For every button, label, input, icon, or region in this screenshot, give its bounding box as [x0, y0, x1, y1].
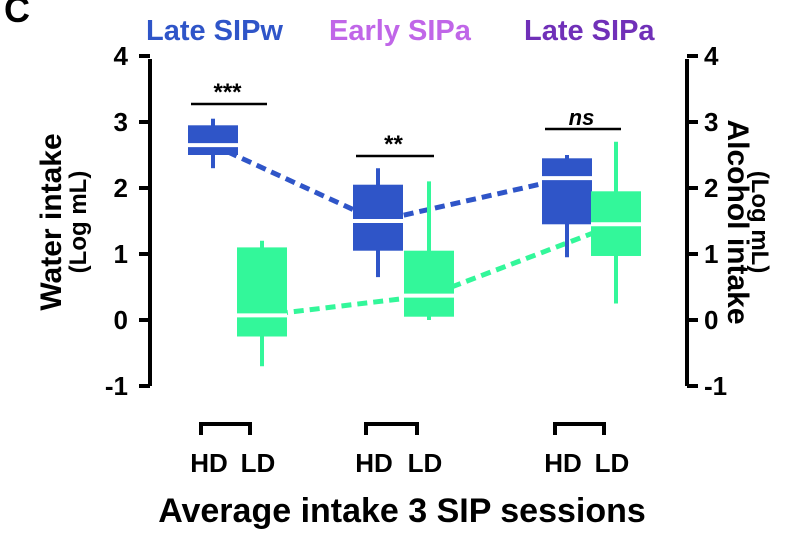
- category-label: HD: [355, 448, 393, 478]
- legend-late-sipa: Late SIPa: [524, 15, 655, 47]
- category-label: LD: [408, 448, 443, 478]
- left-tick-label: 2: [114, 173, 128, 203]
- significance-annotations: *****ns: [191, 79, 621, 158]
- significance-label: ***: [213, 79, 242, 106]
- box-iqr: [188, 125, 238, 155]
- box-iqr: [353, 184, 403, 251]
- right-tick-label: 0: [704, 305, 718, 335]
- box-iqr: [542, 158, 592, 225]
- right-tick-label: 4: [704, 41, 719, 71]
- category-label: LD: [241, 448, 276, 478]
- left-tick-label: 4: [114, 41, 129, 71]
- panel-letter: C: [4, 0, 30, 30]
- right-tick-label: 2: [704, 173, 718, 203]
- right-y-label: Alcohol intake: [721, 119, 754, 324]
- left-tick-label: 3: [114, 107, 128, 137]
- right-tick-label: 1: [704, 239, 718, 269]
- box-plots: [188, 118, 641, 367]
- legend-late-sipw: Late SIPw: [146, 15, 283, 47]
- right-tick-label: 3: [704, 107, 718, 137]
- box-iqr: [237, 247, 287, 337]
- significance-label: ns: [569, 105, 595, 130]
- category-label: LD: [595, 448, 630, 478]
- left-tick-label: 1: [114, 239, 128, 269]
- left-y-unit: (Log mL): [65, 171, 92, 274]
- right-y-axis-title: Alcohol intake (Log mL): [721, 119, 773, 324]
- right-y-unit: (Log mL): [746, 171, 773, 274]
- left-y-label: Water intake: [35, 133, 68, 310]
- left-tick-label: 0: [114, 305, 128, 335]
- left-tick-label: -1: [105, 371, 128, 401]
- category-labels: HD LD HD LD HD LD: [190, 422, 630, 478]
- right-tick-label: -1: [704, 371, 727, 401]
- category-bracket: [553, 422, 606, 435]
- legend-early-sipa: Early SIPa: [329, 15, 472, 47]
- category-label: HD: [544, 448, 582, 478]
- category-bracket: [364, 422, 419, 435]
- left-y-ticks: -1 0 1 2 3 4: [105, 41, 150, 401]
- x-axis-title: Average intake 3 SIP sessions: [158, 492, 646, 530]
- right-y-ticks: -1 0 1 2 3 4: [687, 41, 727, 401]
- significance-label: **: [384, 131, 403, 158]
- box-iqr: [404, 250, 454, 317]
- category-bracket: [199, 422, 252, 435]
- category-label: HD: [190, 448, 228, 478]
- left-y-axis-title: Water intake (Log mL): [35, 133, 92, 310]
